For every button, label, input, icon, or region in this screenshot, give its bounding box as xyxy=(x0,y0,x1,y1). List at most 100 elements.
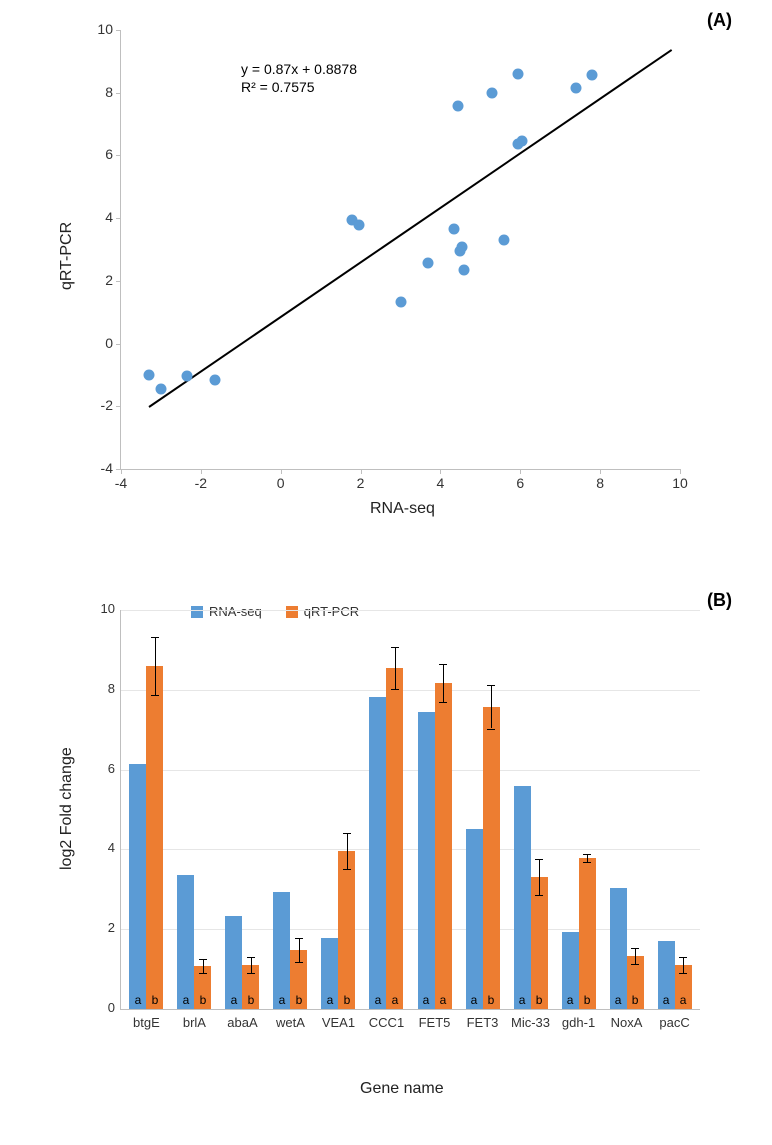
bar-letter-rna: a xyxy=(225,993,242,1007)
bar-qrt-pcr: b xyxy=(338,851,355,1009)
bar-letter-qrt: a xyxy=(435,993,452,1007)
bar-rna-seq: a xyxy=(177,875,194,1009)
bar-letter-rna: a xyxy=(129,993,146,1007)
panel-a-ytick: 8 xyxy=(83,84,113,100)
panel-a-xtick: 6 xyxy=(505,475,535,491)
scatter-point xyxy=(395,297,406,308)
error-bar xyxy=(491,685,492,729)
bar-rna-seq: a xyxy=(273,892,290,1009)
bar-letter-rna: a xyxy=(321,993,338,1007)
panel-a-xtick: 0 xyxy=(266,475,296,491)
panel-a-ytick: -2 xyxy=(83,397,113,413)
panel-b-ytick: 0 xyxy=(89,1000,115,1015)
legend-item-qrt-pcr: qRT-PCR xyxy=(286,604,359,619)
panel-a-ylabel: qRT-PCR xyxy=(58,222,76,290)
panel-a-ytick: 2 xyxy=(83,272,113,288)
scatter-point xyxy=(571,83,582,94)
panel-a-label: (A) xyxy=(707,10,732,31)
panel-b-ytick: 8 xyxy=(89,681,115,696)
scatter-point xyxy=(353,220,364,231)
panel-b-xtick: btgE xyxy=(123,1015,169,1030)
bar-rna-seq: a xyxy=(321,938,338,1009)
panel-b-label: (B) xyxy=(707,590,732,611)
bar-rna-seq: a xyxy=(514,786,531,1009)
error-bar xyxy=(683,957,684,973)
bar-letter-qrt: b xyxy=(579,993,596,1007)
bar-plot-area: RNA-seq qRT-PCR 0246810abbtgEabbrlAababa… xyxy=(120,610,700,1010)
panel-b-ytick: 4 xyxy=(89,840,115,855)
scatter-point xyxy=(487,88,498,99)
bar-rna-seq: a xyxy=(418,712,435,1009)
bar-qrt-pcr: b xyxy=(483,707,500,1009)
panel-a-xtick: 10 xyxy=(665,475,695,491)
panel-a-xlabel: RNA-seq xyxy=(370,500,435,518)
panel-b-xtick: VEA1 xyxy=(315,1015,361,1030)
bar-letter-qrt: b xyxy=(194,993,211,1007)
panel-a-ytick: 4 xyxy=(83,209,113,225)
legend: RNA-seq qRT-PCR xyxy=(191,604,359,619)
bar-rna-seq: a xyxy=(562,932,579,1009)
regression-line xyxy=(148,49,672,408)
legend-label-qrt-pcr: qRT-PCR xyxy=(304,604,359,619)
panel-b-xtick: FET3 xyxy=(460,1015,506,1030)
panel-b-ytick: 10 xyxy=(89,601,115,616)
panel-a-xtick: -2 xyxy=(186,475,216,491)
legend-label-rna-seq: RNA-seq xyxy=(209,604,262,619)
bar-qrt-pcr: a xyxy=(435,683,452,1009)
error-bar xyxy=(347,833,348,869)
error-bar xyxy=(635,948,636,964)
scatter-point xyxy=(517,136,528,147)
regression-equation: y = 0.87x + 0.8878 R² = 0.7575 xyxy=(241,60,357,96)
error-bar xyxy=(395,647,396,688)
error-bar xyxy=(539,859,540,895)
bar-rna-seq: a xyxy=(610,888,627,1009)
panel-b-xtick: brlA xyxy=(171,1015,217,1030)
scatter-point xyxy=(453,100,464,111)
bar-qrt-pcr: b xyxy=(146,666,163,1009)
bar-letter-qrt: b xyxy=(146,993,163,1007)
panel-a-ytick: 10 xyxy=(83,21,113,37)
error-bar xyxy=(587,854,588,862)
panel-b-ylabel: log2 Fold change xyxy=(58,747,76,870)
bar-qrt-pcr: b xyxy=(531,877,548,1009)
panel-b-xtick: wetA xyxy=(267,1015,313,1030)
legend-swatch-rna-seq xyxy=(191,606,203,618)
scatter-point xyxy=(155,384,166,395)
scatter-point xyxy=(513,68,524,79)
panel-b-ytick: 6 xyxy=(89,761,115,776)
scatter-point xyxy=(143,369,154,380)
error-bar xyxy=(155,637,156,695)
scatter-point xyxy=(423,257,434,268)
bar-letter-qrt: a xyxy=(675,993,692,1007)
scatter-point xyxy=(459,264,470,275)
equation-line2: R² = 0.7575 xyxy=(241,78,357,96)
bar-letter-rna: a xyxy=(658,993,675,1007)
scatter-point xyxy=(457,241,468,252)
bar-letter-qrt: b xyxy=(242,993,259,1007)
equation-line1: y = 0.87x + 0.8878 xyxy=(241,60,357,78)
bar-letter-rna: a xyxy=(369,993,386,1007)
bar-letter-rna: a xyxy=(466,993,483,1007)
scatter-point xyxy=(449,224,460,235)
panel-a-ytick: 0 xyxy=(83,335,113,351)
scatter-point xyxy=(499,235,510,246)
bar-letter-rna: a xyxy=(273,993,290,1007)
panel-b-ytick: 2 xyxy=(89,920,115,935)
bar-rna-seq: a xyxy=(129,764,146,1009)
scatter-plot-area: y = 0.87x + 0.8878 R² = 0.7575 -4-202468… xyxy=(120,30,680,470)
panel-b-xtick: CCC1 xyxy=(363,1015,409,1030)
error-bar xyxy=(443,664,444,702)
scatter-point xyxy=(209,374,220,385)
bar-letter-qrt: b xyxy=(338,993,355,1007)
bar-letter-qrt: b xyxy=(627,993,644,1007)
bar-letter-rna: a xyxy=(610,993,627,1007)
legend-item-rna-seq: RNA-seq xyxy=(191,604,262,619)
bar-rna-seq: a xyxy=(658,941,675,1009)
scatter-point xyxy=(587,70,598,81)
legend-swatch-qrt-pcr xyxy=(286,606,298,618)
panel-b-xtick: abaA xyxy=(219,1015,265,1030)
bar-rna-seq: a xyxy=(466,829,483,1009)
bar-letter-qrt: a xyxy=(386,993,403,1007)
bar-letter-rna: a xyxy=(177,993,194,1007)
panel-b-xtick: pacC xyxy=(652,1015,698,1030)
